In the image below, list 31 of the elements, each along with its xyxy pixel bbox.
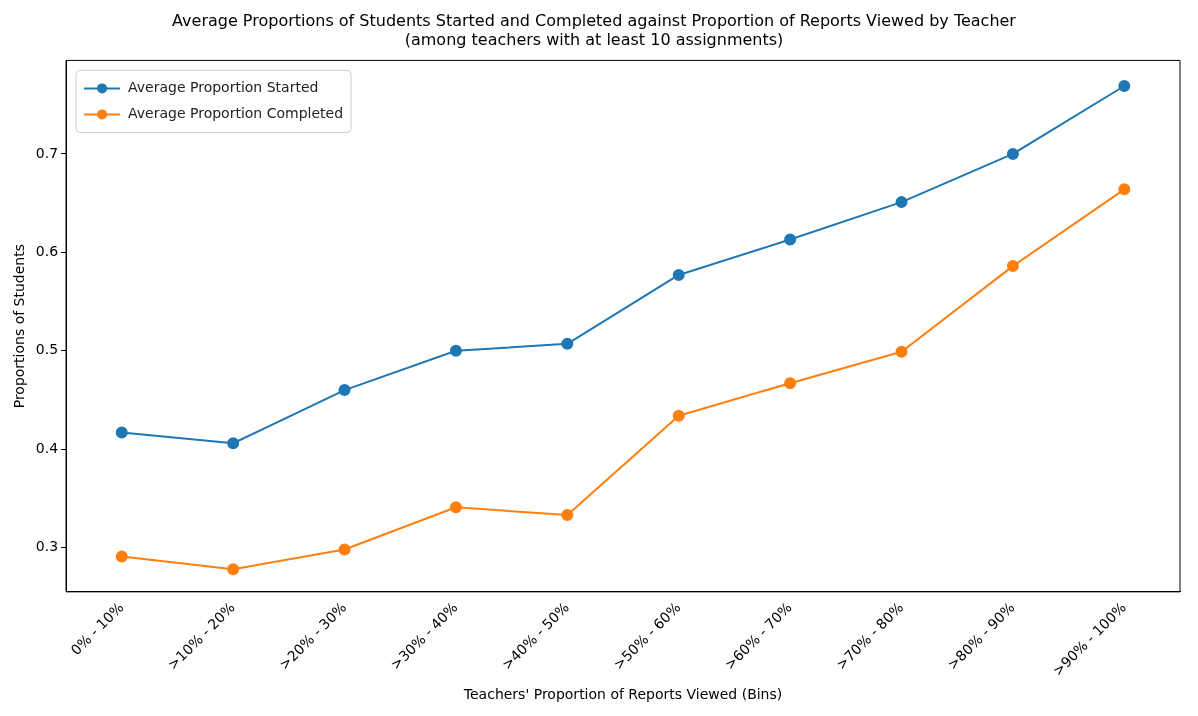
point: [895, 345, 908, 358]
point: [784, 377, 797, 390]
x-axis-title: Teachers' Proportion of Reports Viewed (Bins): [462, 686, 783, 703]
y-tick-label: 0.4: [35, 439, 59, 456]
chart-subtitle: (among teachers with at least 10 assignments): [404, 29, 784, 49]
point: [784, 233, 797, 246]
point: [449, 501, 462, 514]
point: [561, 337, 574, 350]
y-tick-label: 0.6: [35, 242, 59, 259]
y-tick-label: 0.3: [35, 538, 59, 555]
y-tick-label: 0.7: [35, 144, 59, 161]
point: [115, 426, 128, 439]
point: [672, 268, 685, 281]
y-axis-title: Proportions of Students: [11, 243, 28, 409]
point: [338, 543, 351, 556]
point: [672, 409, 685, 422]
point: [1006, 147, 1019, 160]
chart-title: Average Proportions of Students Started and Completed against Proportion of Reports Viewed by Teacher: [172, 10, 1017, 30]
y-tick-label: 0.5: [35, 341, 59, 358]
point: [1118, 183, 1131, 196]
legend-label: Average Proportion Started: [128, 79, 319, 96]
point: [227, 437, 240, 450]
point: [449, 344, 462, 357]
point: [895, 196, 908, 209]
point: [1006, 260, 1019, 273]
point: [227, 563, 240, 576]
point: [1118, 79, 1131, 92]
point: [338, 384, 351, 397]
point: [561, 509, 574, 522]
legend-label: Average Proportion Completed: [128, 105, 344, 122]
point: [115, 550, 128, 563]
